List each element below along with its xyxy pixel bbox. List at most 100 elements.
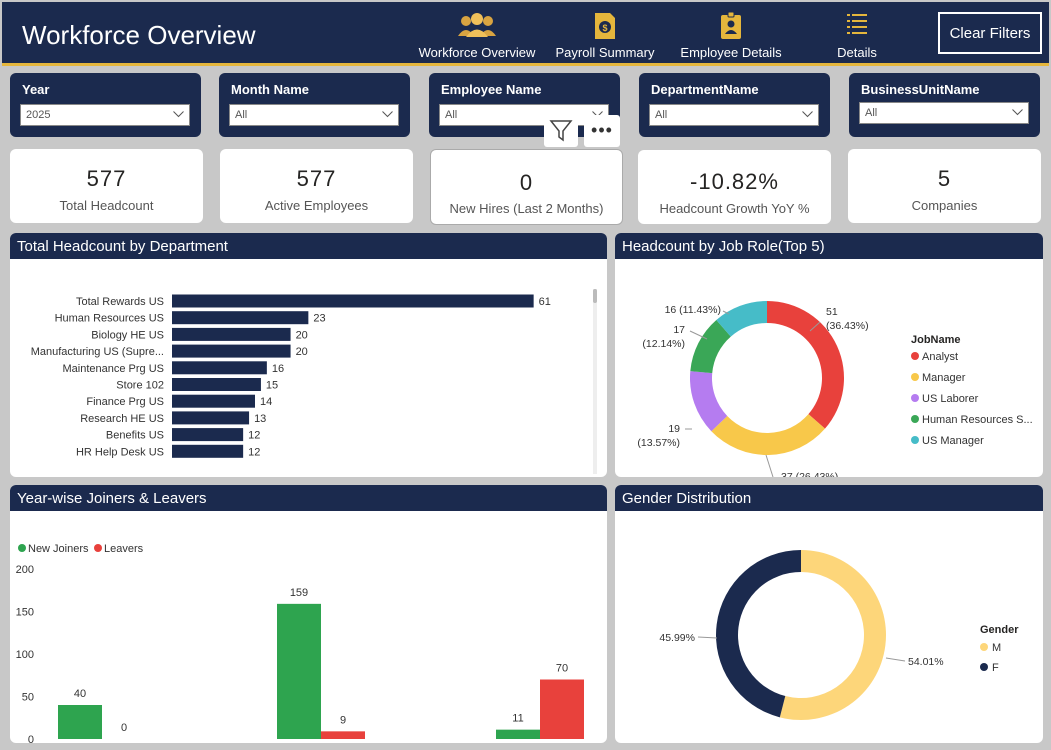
bar: [58, 705, 102, 739]
legend-marker: [980, 643, 988, 651]
bar: [540, 679, 584, 739]
data-label: 51: [826, 306, 838, 318]
leader-line: [765, 454, 774, 477]
slicer-value: All: [445, 109, 458, 121]
data-label: 16 (11.43%): [665, 304, 721, 316]
chevron-down-icon: [1012, 109, 1023, 116]
bar: [172, 411, 250, 425]
slicer-value: All: [865, 107, 878, 119]
slicer-department-name: DepartmentName All: [639, 73, 830, 137]
data-label: 23: [313, 313, 325, 325]
data-label: 54.01%: [908, 656, 944, 668]
kpi-value: 5: [937, 166, 952, 191]
slicer-month-name: Month Name All: [219, 73, 410, 137]
nav-details[interactable]: Details: [822, 2, 892, 66]
nav-label: Employee Details: [680, 45, 782, 60]
slicer-dropdown[interactable]: All: [859, 102, 1029, 124]
slicer-year: Year 2025: [10, 73, 201, 137]
people-icon: [458, 13, 496, 37]
data-label: (13.57%): [637, 437, 680, 449]
nav-employee-details[interactable]: Employee Details: [674, 2, 788, 66]
donut-slice: [767, 301, 844, 429]
slicer-value: All: [235, 109, 248, 121]
legend-title: Gender: [980, 624, 1019, 636]
slicer-value: All: [655, 109, 668, 121]
y-tick-label: 0: [28, 734, 34, 743]
kpi-active-employees: 577 Active Employees: [220, 149, 413, 223]
kpi-caption: Active Employees: [264, 198, 369, 213]
y-tick-label: 50: [22, 692, 34, 704]
data-label: 9: [340, 714, 346, 726]
category-label: Finance Prg US: [86, 396, 164, 408]
kpi-value: 0: [519, 170, 534, 195]
legend-label: Analyst: [922, 351, 958, 363]
bar: [172, 428, 244, 442]
svg-text:$: $: [602, 23, 607, 33]
payroll-document-icon: $: [595, 13, 615, 39]
kpi-caption: Headcount Growth YoY %: [659, 201, 810, 216]
data-label: 16: [272, 363, 284, 375]
legend-label: New Joiners: [28, 543, 89, 555]
nav-workforce-overview[interactable]: Workforce Overview: [414, 2, 540, 66]
data-label: 0: [121, 722, 127, 734]
category-label: Biology HE US: [91, 329, 164, 341]
leader-line: [689, 330, 708, 340]
list-icon: [847, 14, 867, 34]
kpi-value: -10.82%: [690, 169, 779, 194]
slicer-label: DepartmentName: [651, 82, 759, 97]
bar: [172, 361, 267, 375]
legend-marker: [911, 373, 919, 381]
leader-line: [697, 636, 718, 639]
data-label: 61: [539, 296, 551, 308]
category-label: Manufacturing US (Supre...: [31, 346, 164, 358]
slicer-label: Month Name: [231, 82, 309, 97]
clear-filters-button[interactable]: Clear Filters: [938, 12, 1042, 54]
data-label: (12.14%): [642, 338, 685, 350]
data-label: 11: [512, 713, 523, 725]
legend-label: F: [992, 662, 999, 674]
job-role-chart-panel: Headcount by Job Role(Top 5) 51 (36.43%) 3…: [615, 233, 1043, 477]
nav-payroll-summary[interactable]: $ Payroll Summary: [550, 2, 660, 66]
category-label: Benefits US: [106, 430, 164, 442]
category-label: HR Help Desk US: [76, 446, 164, 458]
slicer-dropdown[interactable]: All: [229, 104, 399, 126]
data-label: 159: [290, 587, 308, 599]
kpi-value: 577: [86, 166, 127, 191]
legend-label: Manager: [922, 372, 966, 384]
scrollbar-track: [593, 289, 597, 474]
data-label: (36.43%): [826, 320, 869, 332]
nav-label: Payroll Summary: [555, 45, 655, 60]
chart-title: Total Headcount by Department: [10, 233, 607, 259]
bar: [172, 378, 261, 391]
bar: [172, 327, 291, 341]
data-label: 37 (26.43%): [781, 471, 838, 477]
slicer-value: 2025: [26, 109, 51, 121]
data-label: 45.99%: [659, 632, 695, 644]
kpi-total-headcount: 577 Total Headcount: [10, 149, 203, 223]
legend-marker: [980, 663, 988, 671]
category-label: Maintenance Prg US: [63, 363, 165, 375]
bar: [496, 729, 540, 739]
kpi-new-hires: 0 New Hires (Last 2 Months): [430, 149, 623, 225]
more-options-button[interactable]: •••: [584, 115, 620, 147]
header-bar: Workforce Overview Workforce Overview $ …: [2, 2, 1049, 66]
category-label: Research HE US: [80, 413, 164, 425]
slicer-dropdown[interactable]: All: [649, 104, 819, 126]
nav-label: Details: [837, 45, 877, 60]
legend-marker: [18, 544, 26, 552]
bar: [172, 311, 309, 325]
gender-donut-chart: 54.01% 45.99% Gender MF: [659, 550, 1019, 720]
bar: [172, 294, 534, 308]
slicer-dropdown[interactable]: 2025: [20, 104, 190, 126]
department-chart-panel: Total Headcount by Department Total Rewa…: [10, 233, 607, 477]
legend-marker: [94, 544, 102, 552]
data-label: 15: [266, 380, 278, 392]
legend-label: Human Resources S...: [922, 414, 1033, 426]
kpi-caption: Companies: [911, 198, 978, 213]
data-label: 12: [248, 430, 260, 442]
y-tick-label: 100: [16, 649, 34, 661]
visual-filter-button[interactable]: [544, 115, 578, 147]
kpi-value: 577: [296, 166, 337, 191]
slicer-label: BusinessUnitName: [861, 82, 980, 97]
data-label: 70: [556, 663, 568, 675]
